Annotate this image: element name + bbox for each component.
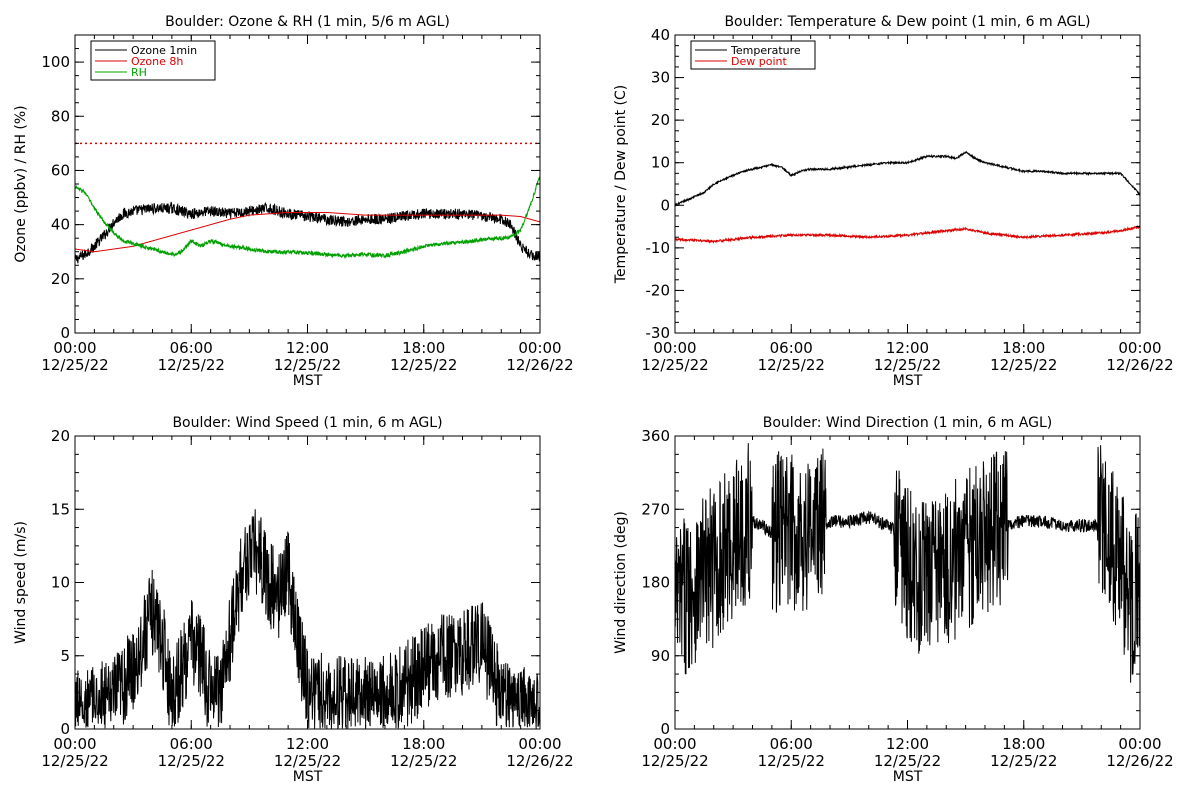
- x-tick-time: 12:00: [886, 735, 929, 753]
- x-tick-date: 12/25/22: [274, 752, 341, 770]
- x-tick-time: 06:00: [770, 339, 813, 357]
- y-tick-label: 0: [60, 720, 70, 738]
- x-tick-time: 18:00: [1002, 735, 1045, 753]
- panel-ozone_rh: Boulder: Ozone & RH (1 min, 5/6 m AGL) 0 2…: [13, 14, 574, 389]
- x-tick-time: 00:00: [1118, 735, 1161, 753]
- x-axis-label: MST: [893, 769, 923, 785]
- x-tick-time: 06:00: [170, 735, 213, 753]
- legend-label: Dew point: [731, 55, 787, 68]
- x-axis-label: MST: [893, 373, 923, 389]
- y-tick-label: 40: [651, 26, 670, 44]
- chart-title: Boulder: Temperature & Dew point (1 min,…: [724, 14, 1090, 30]
- x-tick-date: 12/25/22: [758, 752, 825, 770]
- x-axis-label: MST: [293, 373, 323, 389]
- x-tick-date: 12/25/22: [874, 752, 941, 770]
- x-tick-date: 12/25/22: [41, 752, 108, 770]
- x-tick-date: 12/26/22: [1106, 752, 1173, 770]
- x-tick-date: 12/25/22: [390, 752, 457, 770]
- series-line: [75, 509, 540, 729]
- x-tick-time: 06:00: [170, 339, 213, 357]
- y-tick-label: 15: [51, 500, 70, 518]
- y-tick-label: -10: [646, 239, 671, 257]
- x-tick-time: 18:00: [402, 735, 445, 753]
- y-tick-label: 20: [651, 111, 670, 129]
- legend-label: Ozone 8h: [131, 55, 183, 68]
- x-tick-time: 00:00: [53, 735, 96, 753]
- y-axis-label: Wind direction (deg): [613, 511, 629, 654]
- x-tick-date: 12/25/22: [990, 752, 1057, 770]
- panel-temp_dew: Boulder: Temperature & Dew point (1 min,…: [613, 14, 1174, 389]
- x-tick-time: 00:00: [518, 339, 561, 357]
- legend-label: Ozone 1min: [131, 44, 197, 57]
- series-ozone-8h: [75, 211, 540, 253]
- y-tick-label: 40: [51, 216, 70, 234]
- y-axis-label: Temperature / Dew point (C): [613, 85, 629, 284]
- x-tick-date: 12/25/22: [41, 356, 108, 374]
- y-tick-label: 0: [60, 324, 70, 342]
- y-tick-label: 80: [51, 107, 70, 125]
- x-tick-time: 18:00: [402, 339, 445, 357]
- x-tick-time: 06:00: [770, 735, 813, 753]
- series-rh: [75, 176, 540, 260]
- x-tick-time: 12:00: [286, 735, 329, 753]
- plot-frame: [674, 34, 1141, 334]
- y-tick-label: 360: [641, 427, 670, 445]
- y-tick-label: 10: [51, 574, 70, 592]
- panel-wind_dir: Boulder: Wind Direction (1 min, 6 m AGL)…: [613, 415, 1174, 785]
- y-tick-label: 180: [641, 574, 670, 592]
- x-tick-date: 12/25/22: [158, 752, 225, 770]
- series-ozone-1min: [75, 201, 540, 264]
- y-tick-label: 20: [51, 270, 70, 288]
- chart-title: Boulder: Wind Speed (1 min, 6 m AGL): [172, 415, 442, 431]
- x-tick-date: 12/26/22: [506, 752, 573, 770]
- x-axis-label: MST: [293, 769, 323, 785]
- legend-box: [690, 40, 816, 70]
- x-tick-date: 12/26/22: [1106, 356, 1173, 374]
- x-tick-date: 12/25/22: [641, 752, 708, 770]
- series-dew-point: [675, 224, 1140, 244]
- panel-wind_speed: Boulder: Wind Speed (1 min, 6 m AGL) 0 5 10…: [13, 415, 574, 785]
- y-tick-label: 30: [651, 69, 670, 87]
- x-tick-date: 12/25/22: [874, 356, 941, 374]
- y-tick-label: 270: [641, 500, 670, 518]
- y-tick-label: 100: [41, 53, 70, 71]
- chart-title: Boulder: Wind Direction (1 min, 6 m AGL): [763, 415, 1052, 431]
- x-tick-time: 00:00: [518, 735, 561, 753]
- x-tick-date: 12/26/22: [506, 356, 573, 374]
- y-tick-label: -30: [646, 324, 671, 342]
- x-tick-date: 12/25/22: [641, 356, 708, 374]
- x-tick-time: 12:00: [286, 339, 329, 357]
- y-tick-label: 10: [651, 154, 670, 172]
- x-tick-date: 12/25/22: [390, 356, 457, 374]
- y-tick-label: 0: [660, 196, 670, 214]
- legend-label: Temperature: [730, 44, 801, 57]
- x-tick-time: 18:00: [1002, 339, 1045, 357]
- x-tick-date: 12/25/22: [158, 356, 225, 374]
- x-tick-date: 12/25/22: [990, 356, 1057, 374]
- y-tick-label: 90: [651, 647, 670, 665]
- y-tick-label: 0: [660, 720, 670, 738]
- x-tick-time: 00:00: [653, 339, 696, 357]
- legend-label: RH: [131, 66, 147, 79]
- chart-title: Boulder: Ozone & RH (1 min, 5/6 m AGL): [165, 14, 450, 30]
- x-tick-time: 12:00: [886, 339, 929, 357]
- x-tick-date: 12/25/22: [274, 356, 341, 374]
- x-tick-time: 00:00: [1118, 339, 1161, 357]
- y-axis-label: Ozone (ppbv) / RH (%): [13, 105, 29, 262]
- x-tick-date: 12/25/22: [758, 356, 825, 374]
- series-temperature: [675, 150, 1140, 207]
- x-tick-time: 00:00: [653, 735, 696, 753]
- y-tick-label: 20: [51, 427, 70, 445]
- y-tick-label: 60: [51, 161, 70, 179]
- y-axis-label: Wind speed (m/s): [13, 521, 29, 644]
- y-tick-label: 5: [60, 647, 70, 665]
- series-line: [675, 443, 1140, 683]
- y-tick-label: -20: [646, 281, 671, 299]
- x-tick-time: 00:00: [53, 339, 96, 357]
